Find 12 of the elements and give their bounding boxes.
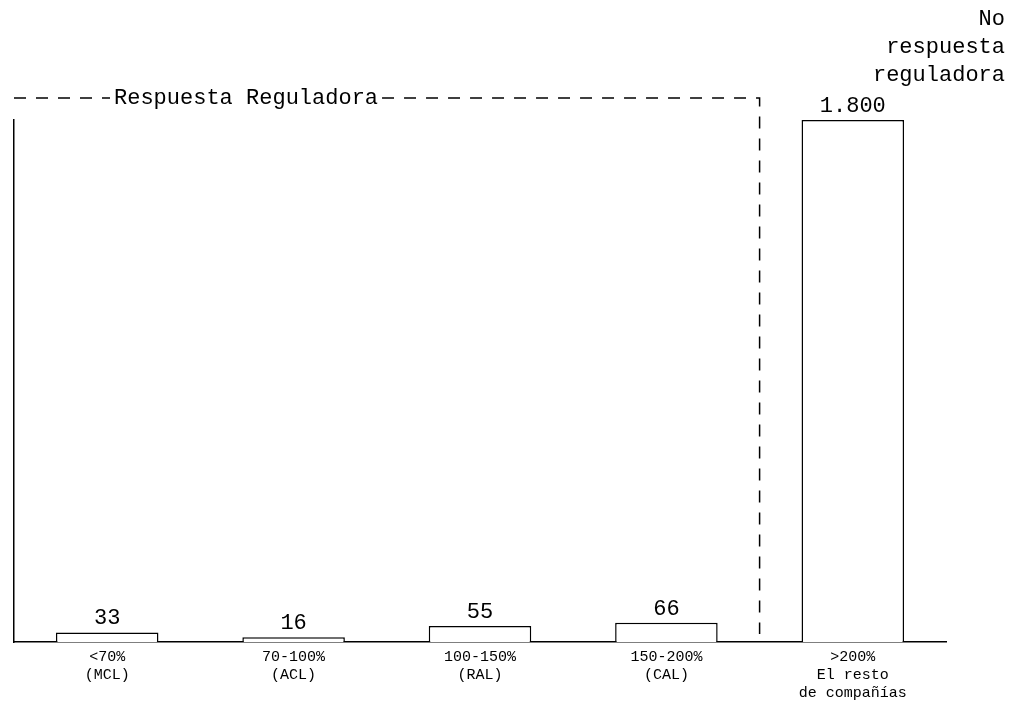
text: Respuesta Reguladora [114, 85, 379, 111]
data-label: 66 [653, 596, 680, 622]
data-label: 33 [94, 606, 121, 632]
data-label: 16 [280, 611, 307, 637]
text: No respuesta reguladora [872, 6, 1005, 88]
x-tick-label: 150-200% (CAL) [630, 648, 704, 684]
x-tick-label: 70-100% (ACL) [262, 648, 327, 684]
x-tick-label: >200% El resto de compañías [798, 648, 907, 702]
x-tick-label: <70% (MCL) [84, 648, 130, 684]
data-label: 1.800 [819, 93, 886, 119]
x-tick-label: 100-150% (RAL) [443, 648, 517, 684]
data-label: 55 [466, 599, 494, 625]
